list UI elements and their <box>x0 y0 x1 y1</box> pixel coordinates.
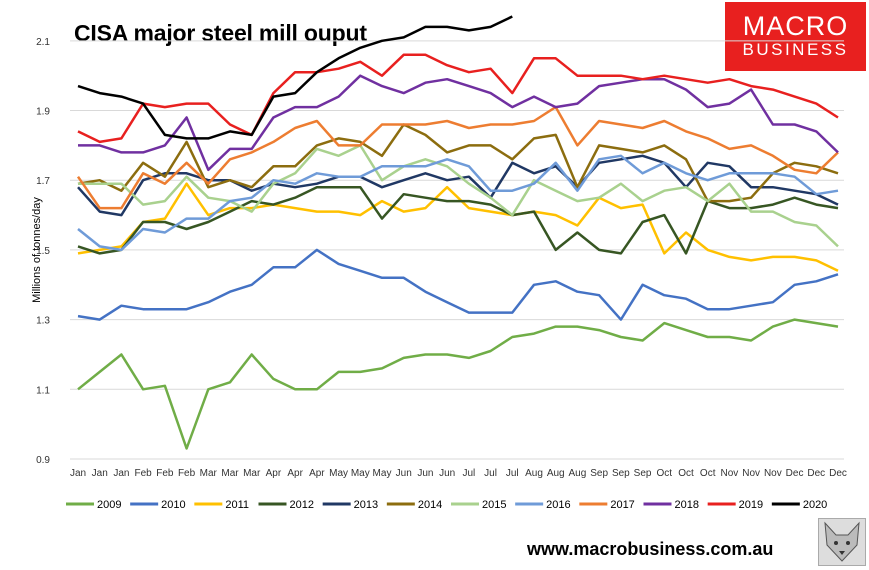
y-tick-label: 1.1 <box>36 385 50 396</box>
x-tick-labels: Jan Jan Jan Feb Feb Feb Mar Mar Mar Apr Apr Apr May M… <box>70 468 847 479</box>
x-tick-label: Apr <box>287 468 303 479</box>
x-tick-label: Apr <box>266 468 282 479</box>
legend-label-2020: 2020 <box>803 499 827 511</box>
x-tick-label: Jun <box>396 468 412 479</box>
x-tick-label: Mar <box>243 468 261 479</box>
legend-label-2013: 2013 <box>354 499 378 511</box>
logo-line-1: MACRO <box>742 11 849 41</box>
legend: 2009 2010 2011 2012 2013 2014 2015 2016 2017 2018… <box>66 499 827 511</box>
legend-label-2014: 2014 <box>418 499 442 511</box>
x-tick-label: Jun <box>417 468 433 479</box>
y-tick-label: 1.7 <box>36 176 50 187</box>
y-tick-label: 2.1 <box>36 37 50 48</box>
series-line-2019 <box>77 53 839 144</box>
x-tick-label: Sep <box>634 468 652 479</box>
x-tick-label: Dec <box>807 468 825 479</box>
x-tick-label: May <box>329 468 348 479</box>
x-tick-label: Feb <box>178 468 196 479</box>
x-tick-label: Nov <box>742 468 760 479</box>
x-tick-label: Sep <box>590 468 608 479</box>
x-tick-label: Feb <box>135 468 153 479</box>
x-tick-label: Jan <box>113 468 129 479</box>
chart-title: CISA major steel mill ouput <box>74 20 367 46</box>
y-tick-labels: 0.9 1.1 1.3 1.5 1.7 1.9 2.1 <box>36 37 50 466</box>
y-tick-label: 1.5 <box>36 246 50 257</box>
legend-label-2011: 2011 <box>225 499 249 511</box>
y-tick-label: 1.3 <box>36 316 50 327</box>
x-tick-label: Jan <box>92 468 108 479</box>
series-line-2016 <box>77 154 839 252</box>
gridlines <box>70 40 844 460</box>
series-line-2015 <box>78 144 839 248</box>
legend-label-2017: 2017 <box>610 499 634 511</box>
x-tick-label: Nov <box>721 468 739 479</box>
x-tick-label: May <box>373 468 392 479</box>
fox-logo-icon <box>818 518 866 566</box>
x-tick-label: Oct <box>678 468 694 479</box>
legend-label-2010: 2010 <box>161 499 185 511</box>
x-tick-label: Jul <box>462 468 475 479</box>
series-lines <box>76 15 839 450</box>
series-line-2010 <box>77 248 839 321</box>
x-tick-label: Oct <box>657 468 673 479</box>
x-tick-label: Oct <box>700 468 716 479</box>
x-tick-label: Jan <box>70 468 86 479</box>
legend-label-2015: 2015 <box>482 499 506 511</box>
x-tick-label: Aug <box>525 468 543 479</box>
x-tick-label: Dec <box>786 468 804 479</box>
logo-line-2: BUSINESS <box>742 40 849 59</box>
x-tick-label: Apr <box>309 468 325 479</box>
y-tick-label: 0.9 <box>36 455 50 466</box>
x-tick-label: Jun <box>439 468 455 479</box>
x-tick-label: Jul <box>484 468 497 479</box>
legend-label-2018: 2018 <box>675 499 699 511</box>
legend-label-2009: 2009 <box>97 499 121 511</box>
x-tick-label: May <box>351 468 370 479</box>
macrobusiness-logo: MACRO BUSINESS <box>725 2 866 71</box>
legend-label-2012: 2012 <box>290 499 314 511</box>
x-tick-label: Mar <box>221 468 239 479</box>
series-line-2018 <box>78 74 839 172</box>
series-line-2009 <box>77 318 839 450</box>
x-tick-label: Aug <box>547 468 565 479</box>
y-tick-label: 1.9 <box>36 107 50 118</box>
series-line-2020 <box>77 15 513 140</box>
x-tick-label: Feb <box>156 468 174 479</box>
series-line-2017 <box>76 105 839 210</box>
legend-label-2019: 2019 <box>739 499 763 511</box>
site-url[interactable]: www.macrobusiness.com.au <box>527 539 774 559</box>
x-tick-label: Mar <box>200 468 218 479</box>
series-line-2011 <box>77 182 839 272</box>
x-tick-label: Sep <box>612 468 630 479</box>
x-tick-label: Dec <box>829 468 847 479</box>
x-tick-label: Aug <box>569 468 587 479</box>
x-tick-label: Jul <box>506 468 519 479</box>
legend-label-2016: 2016 <box>546 499 570 511</box>
x-tick-label: Nov <box>764 468 782 479</box>
